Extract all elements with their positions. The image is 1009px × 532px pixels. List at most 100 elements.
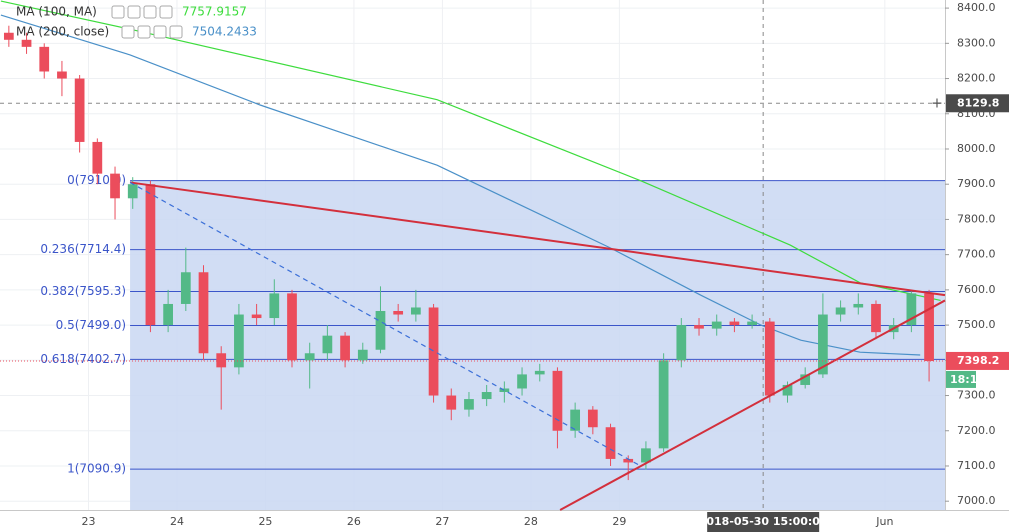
candle-body <box>552 370 563 431</box>
y-tick-label: 8200.0 <box>957 72 996 85</box>
countdown-label: 18:11 <box>950 373 985 386</box>
candle-body <box>694 325 704 329</box>
fib-label: 0.618(7402.7) <box>40 352 126 366</box>
trendline <box>559 299 946 511</box>
candle-body <box>322 335 333 354</box>
candle-body <box>411 307 421 315</box>
x-tick-label: 25 <box>258 515 272 528</box>
legend-value: 7757.9157 <box>182 5 247 19</box>
candle-body <box>800 374 811 385</box>
candle-body <box>428 307 439 396</box>
candle-body <box>711 321 722 329</box>
x-tick-label: 23 <box>81 515 95 528</box>
countdown-tag <box>946 370 976 388</box>
crosshair-y-tag <box>946 94 1009 113</box>
crosshair-x-label: 2018-05-30 15:00:00 <box>699 515 828 528</box>
candle-body <box>481 392 492 400</box>
candle-body <box>499 388 510 393</box>
y-tick-label: 8000.0 <box>957 142 996 155</box>
legend-icon <box>143 5 157 19</box>
fib-area <box>130 180 946 510</box>
candle-body <box>180 272 191 304</box>
crosshair-y-label: 8129.8 <box>957 96 999 109</box>
legend-icon <box>121 25 135 39</box>
y-tick-label: 7700.0 <box>957 248 996 261</box>
candle-body <box>464 399 474 410</box>
candle-body <box>304 353 315 361</box>
candle-body <box>234 314 244 368</box>
candle-body <box>764 321 775 396</box>
y-tick-label: 8400.0 <box>957 1 996 14</box>
candle-body <box>676 325 687 361</box>
legend-name: MA (200, close) <box>16 25 109 39</box>
candle-body <box>534 370 545 375</box>
y-tick-label: 7500.0 <box>957 318 996 331</box>
candle-body <box>906 293 917 326</box>
candle-body <box>587 409 598 428</box>
candle-body <box>570 409 581 431</box>
x-tick-label: Jun <box>875 515 893 528</box>
legend-icon <box>111 5 125 19</box>
legend-icon <box>169 25 183 39</box>
candle-body <box>871 303 881 333</box>
candle-body <box>251 314 262 319</box>
candle-body <box>924 293 934 362</box>
candle-body <box>110 173 120 199</box>
candle-body <box>375 311 386 350</box>
crosshair-x-tag <box>707 512 820 532</box>
candle-body <box>446 395 457 410</box>
x-tick-label: 27 <box>435 515 449 528</box>
candle-body <box>782 384 793 396</box>
legend-icon <box>153 25 167 39</box>
candle-body <box>145 184 156 326</box>
candle-body <box>3 32 14 40</box>
candle-body <box>747 321 757 326</box>
y-tick-label: 7100.0 <box>957 459 996 472</box>
trendline <box>129 181 641 467</box>
fib-label: 1(7090.9) <box>67 462 126 476</box>
candle-body <box>57 71 67 79</box>
candle-body <box>853 303 864 308</box>
candle-body <box>641 448 651 463</box>
legend-icon <box>127 5 141 19</box>
candle-body <box>198 272 209 354</box>
last-price-tag <box>946 351 1009 370</box>
candle-body <box>216 353 227 368</box>
legend-icon <box>137 25 151 39</box>
candle-body <box>357 349 368 361</box>
x-tick-label: 28 <box>524 515 538 528</box>
candle-body <box>393 311 404 315</box>
candle-body <box>287 293 297 361</box>
candle-body <box>729 321 740 326</box>
candle-body <box>340 335 350 361</box>
crosshair-plus: + <box>931 95 943 111</box>
ma-line <box>0 14 921 356</box>
candle-body <box>818 314 828 375</box>
y-tick-label: 8300.0 <box>957 36 996 49</box>
candle-body <box>92 141 103 174</box>
x-tick-label: 26 <box>347 515 361 528</box>
candle-body <box>517 374 527 389</box>
candle-body <box>127 184 138 199</box>
candle-body <box>658 360 669 449</box>
x-tick-label: 29 <box>612 515 626 528</box>
candle-body <box>39 46 50 72</box>
fib-label: 0.236(7714.4) <box>40 242 126 256</box>
y-tick-label: 7300.0 <box>957 389 996 402</box>
y-tick-label: 7800.0 <box>957 212 996 225</box>
legend-name: MA (100, MA) <box>16 5 97 19</box>
last-price-label: 7398.2 <box>957 354 999 367</box>
legend-value: 7504.2433 <box>192 25 257 39</box>
y-tick-label: 7200.0 <box>957 424 996 437</box>
y-tick-label: 7600.0 <box>957 283 996 296</box>
candle-body <box>605 427 616 459</box>
candle-body <box>269 293 280 319</box>
candle-body <box>163 303 173 326</box>
y-tick-label: 7900.0 <box>957 177 996 190</box>
candle-body <box>74 78 85 142</box>
fib-label: 0.382(7595.3) <box>40 284 126 298</box>
trendline <box>129 181 946 297</box>
legend-icon <box>159 5 173 19</box>
